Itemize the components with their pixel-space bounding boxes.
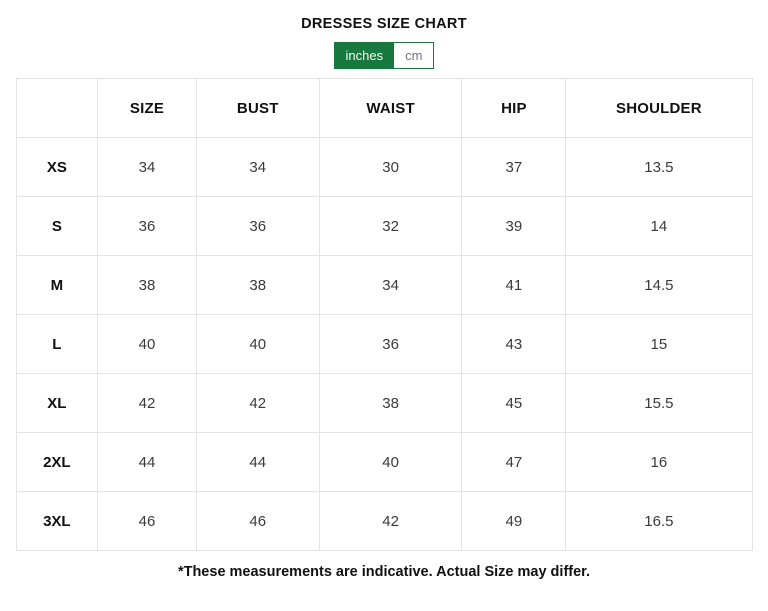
row-label: S	[15, 196, 99, 256]
column-header-blank	[15, 78, 99, 138]
cell-shoulder: 14.5	[565, 255, 753, 315]
table-row-3xl: 3XL 46 46 42 49 16.5	[15, 491, 753, 551]
row-label: M	[15, 255, 99, 315]
cell-hip: 43	[461, 314, 567, 374]
unit-cm-button[interactable]: cm	[394, 43, 434, 68]
cell-hip: 41	[461, 255, 567, 315]
cell-size: 34	[97, 137, 197, 197]
cell-bust: 40	[195, 314, 320, 374]
row-label: 3XL	[15, 491, 99, 551]
table-row-xs: XS 34 34 30 37 13.5	[15, 137, 753, 197]
table-row-l: L 40 40 36 43 15	[15, 314, 753, 374]
row-label: 2XL	[15, 432, 99, 492]
size-chart-table: SIZE BUST WAIST HIP SHOULDER XS 34 34 30…	[15, 78, 753, 551]
cell-size: 40	[97, 314, 197, 374]
page-title: DRESSES SIZE CHART	[301, 16, 467, 32]
unit-toggle: inches cm	[333, 42, 435, 69]
column-header-bust: BUST	[195, 78, 320, 138]
cell-waist: 34	[318, 255, 463, 315]
cell-hip: 37	[461, 137, 567, 197]
cell-shoulder: 13.5	[565, 137, 753, 197]
table-row-s: S 36 36 32 39 14	[15, 196, 753, 256]
table-row-2xl: 2XL 44 44 40 47 16	[15, 432, 753, 492]
row-label: XL	[15, 373, 99, 433]
cell-shoulder: 15.5	[565, 373, 753, 433]
cell-hip: 49	[461, 491, 567, 551]
cell-bust: 38	[195, 255, 320, 315]
header-row: SIZE BUST WAIST HIP SHOULDER	[15, 78, 753, 138]
cell-shoulder: 15	[565, 314, 753, 374]
cell-bust: 34	[195, 137, 320, 197]
cell-waist: 38	[318, 373, 463, 433]
cell-waist: 42	[318, 491, 463, 551]
cell-waist: 30	[318, 137, 463, 197]
cell-bust: 42	[195, 373, 320, 433]
column-header-size: SIZE	[97, 78, 197, 138]
cell-size: 44	[97, 432, 197, 492]
column-header-hip: HIP	[461, 78, 567, 138]
table-row-m: M 38 38 34 41 14.5	[15, 255, 753, 315]
table-row-xl: XL 42 42 38 45 15.5	[15, 373, 753, 433]
cell-bust: 36	[195, 196, 320, 256]
cell-shoulder: 16	[565, 432, 753, 492]
row-label: XS	[15, 137, 99, 197]
unit-inches-button[interactable]: inches	[334, 43, 395, 68]
cell-size: 36	[97, 196, 197, 256]
cell-hip: 47	[461, 432, 567, 492]
cell-shoulder: 14	[565, 196, 753, 256]
cell-size: 38	[97, 255, 197, 315]
cell-bust: 46	[195, 491, 320, 551]
cell-size: 42	[97, 373, 197, 433]
cell-waist: 40	[318, 432, 463, 492]
row-label: L	[15, 314, 99, 374]
unit-toggle-wrap: inches cm	[0, 42, 768, 69]
cell-hip: 39	[461, 196, 567, 256]
column-header-shoulder: SHOULDER	[565, 78, 753, 138]
cell-shoulder: 16.5	[565, 491, 753, 551]
cell-waist: 32	[318, 196, 463, 256]
cell-bust: 44	[195, 432, 320, 492]
cell-size: 46	[97, 491, 197, 551]
footnote: *These measurements are indicative. Actu…	[177, 564, 591, 580]
column-header-waist: WAIST	[318, 78, 463, 138]
cell-waist: 36	[318, 314, 463, 374]
cell-hip: 45	[461, 373, 567, 433]
